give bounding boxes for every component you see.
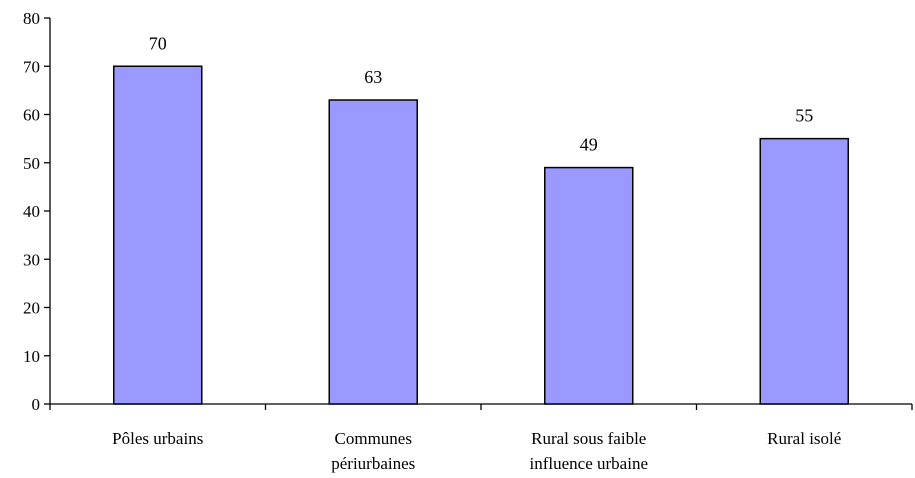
x-category-label: Communes périurbaines bbox=[331, 429, 415, 473]
x-category-label: Rural sous faible influence urbaine bbox=[530, 429, 648, 473]
y-tick-label: 70 bbox=[23, 57, 40, 76]
x-category-label: Rural isolé bbox=[767, 429, 841, 448]
x-category-label-line: influence urbaine bbox=[530, 454, 648, 473]
data-label: 49 bbox=[580, 135, 598, 155]
y-tick-label: 10 bbox=[23, 347, 40, 366]
y-tick-label: 50 bbox=[23, 154, 40, 173]
bar bbox=[113, 65, 203, 405]
y-tick-label: 30 bbox=[23, 250, 40, 269]
chart-labels: 70 Pôles urbains 63 Communes périurbaines 49 R… bbox=[112, 33, 841, 473]
x-category-label: Pôles urbains bbox=[112, 429, 203, 448]
y-tick-label: 0 bbox=[32, 395, 41, 414]
bar bbox=[544, 166, 634, 405]
data-label: 70 bbox=[149, 33, 167, 53]
x-category-label-line: Pôles urbains bbox=[112, 429, 203, 448]
bar bbox=[759, 137, 849, 405]
data-label: 63 bbox=[364, 67, 382, 87]
y-tick-label: 60 bbox=[23, 106, 40, 125]
chart-bars bbox=[113, 65, 849, 405]
x-category-label-line: Rural sous faible bbox=[531, 429, 646, 448]
bar bbox=[328, 99, 418, 405]
data-label: 55 bbox=[795, 106, 813, 126]
y-tick-label: 80 bbox=[23, 9, 40, 28]
y-tick-label: 40 bbox=[23, 202, 40, 221]
x-category-label-line: Communes bbox=[335, 429, 412, 448]
x-category-label-line: Rural isolé bbox=[767, 429, 841, 448]
x-category-label-line: périurbaines bbox=[331, 454, 415, 473]
y-tick-label: 20 bbox=[23, 299, 40, 318]
